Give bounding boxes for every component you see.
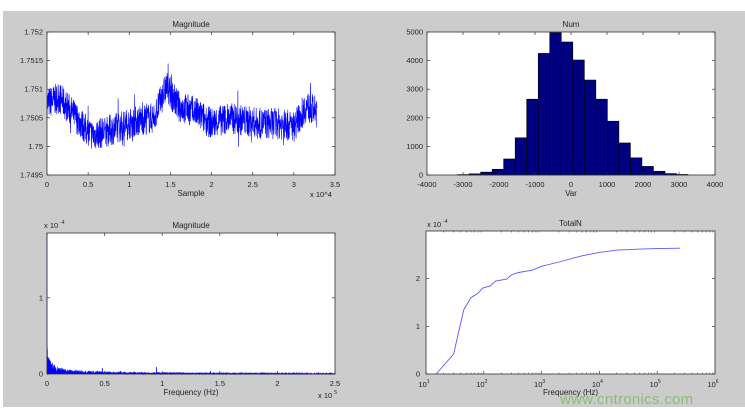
x-tick-label: 106	[707, 379, 718, 389]
x-tick-label: 2.5	[330, 379, 340, 388]
y-tick-label: 5000	[406, 28, 423, 37]
x-exponent-label-power: 5	[334, 390, 337, 396]
axes-frame	[46, 31, 336, 176]
x-exponent-label: x 10^4	[310, 190, 332, 199]
y-exponent-label-power: -4	[60, 220, 65, 226]
y-tick-label: 1000	[406, 142, 423, 151]
y-tick-label: 0	[39, 370, 43, 379]
x-tick-label-power: 1	[427, 379, 430, 385]
x-tick-label: 103	[534, 379, 545, 389]
histogram-bar	[618, 142, 631, 176]
axes-frame	[426, 31, 716, 176]
x-tick-label: 105	[650, 379, 661, 389]
y-tick-label: 1.752	[24, 28, 43, 37]
y-tick-label: 3000	[406, 85, 423, 94]
chart-title: Magnitude	[172, 221, 210, 230]
x-tick-label: -3000	[453, 180, 472, 189]
y-tick-label: 1.751	[24, 85, 43, 94]
axes-frame	[425, 230, 716, 375]
x-tick-label: 4000	[707, 180, 724, 189]
histogram-bar	[641, 166, 654, 176]
cumulative-line	[435, 247, 681, 375]
x-tick-label-power: 2	[485, 379, 488, 385]
y-tick-label: 1	[416, 322, 420, 331]
x-tick-label-power: 5	[658, 379, 661, 385]
y-tick-label: 1.7515	[20, 56, 43, 65]
chart-title: Num	[563, 20, 580, 29]
x-tick-label: 1	[127, 180, 131, 189]
x-tick-label: 0	[569, 180, 573, 189]
x-tick-label: -4000	[417, 180, 436, 189]
x-axis-label: Frequency (Hz)	[163, 388, 218, 397]
x-tick-label: 0.5	[83, 180, 93, 189]
x-tick-label: 2.5	[247, 180, 257, 189]
x-tick-label: 1.5	[215, 379, 225, 388]
subplot-1: Magnitude Sample 0 0.5 1 1.5 2 2.5 3 3.5 1.7495 1.7…	[20, 20, 340, 198]
subplot-2: Num Var -4000 -3000 -2000 -1000 0 1000 2000 3000 4…	[406, 20, 723, 198]
y-tick-label: 2000	[406, 113, 423, 122]
y-tick-label: 0	[419, 171, 423, 180]
x-tick-label: -2000	[489, 180, 508, 189]
chart-title: TotalN	[559, 219, 582, 228]
x-tick-label: 104	[592, 379, 603, 389]
x-tick-label-power: 4	[600, 379, 603, 385]
x-tick-label: 2	[275, 379, 279, 388]
subplot-4: TotalN Frequency (Hz) 101 102 103 104 105 106 0 1…	[416, 219, 719, 397]
x-axis-label: Var	[565, 189, 577, 198]
histogram-bar	[607, 120, 620, 176]
y-tick-label: 0	[416, 370, 420, 379]
y-exponent-label-power: -4	[443, 219, 448, 225]
y-tick-label: 1.75	[28, 142, 43, 151]
subplot-3: Magnitude Frequency (Hz) 0 0.5 1 1.5 2 2.5 0 1 x 1…	[39, 220, 340, 400]
histogram-bar	[560, 41, 574, 176]
histogram-bar	[514, 137, 528, 176]
chart-title: Magnitude	[172, 20, 210, 29]
histogram-bar	[526, 98, 539, 176]
histogram-bar	[653, 170, 666, 176]
x-tick-label: -1000	[525, 180, 544, 189]
y-tick-label: 1	[39, 293, 43, 302]
histogram-bar	[480, 171, 493, 176]
histogram-bar	[491, 168, 504, 176]
y-tick-label: 2	[416, 274, 420, 283]
x-tick-label: 0	[45, 180, 49, 189]
x-tick-label: 2000	[635, 180, 652, 189]
x-axis-label: Sample	[177, 189, 205, 198]
x-axis-label: Frequency (Hz)	[543, 388, 598, 397]
histogram-bar	[537, 53, 551, 176]
signal-line	[46, 63, 318, 149]
axes-background	[426, 231, 715, 374]
y-tick-label: 4000	[406, 56, 423, 65]
x-tick-label: 3000	[671, 180, 688, 189]
watermark: www.cntronics.com	[560, 391, 694, 408]
histogram-bar	[584, 79, 597, 176]
histogram-bar	[549, 32, 562, 176]
histogram-bar	[503, 158, 516, 176]
y-exponent-label: x 10 -4	[427, 219, 448, 229]
y-exponent-label: x 10 -4	[44, 220, 65, 230]
axes-frame	[46, 232, 336, 375]
x-tick-label: 3	[292, 180, 296, 189]
axes-background	[47, 233, 335, 374]
x-tick-label: 1	[160, 379, 164, 388]
x-tick-label-power: 6	[716, 379, 719, 385]
y-tick-label: 1.7505	[20, 113, 43, 122]
x-tick-label: 1000	[599, 180, 616, 189]
histogram-bar	[595, 98, 608, 176]
x-tick-label-power: 3	[542, 379, 545, 385]
histogram-bar	[572, 59, 585, 176]
histogram-bar	[630, 157, 643, 176]
x-tick-label: 0.5	[99, 379, 109, 388]
x-tick-label: 101	[418, 379, 429, 389]
x-tick-label: 1.5	[165, 180, 175, 189]
x-tick-label: 0	[45, 379, 49, 388]
x-tick-label: 3.5	[330, 180, 340, 189]
x-exponent-label: x 10 5	[318, 390, 337, 400]
x-tick-label: 2	[209, 180, 213, 189]
x-tick-label: 102	[476, 379, 487, 389]
y-tick-label: 1.7495	[20, 171, 43, 180]
